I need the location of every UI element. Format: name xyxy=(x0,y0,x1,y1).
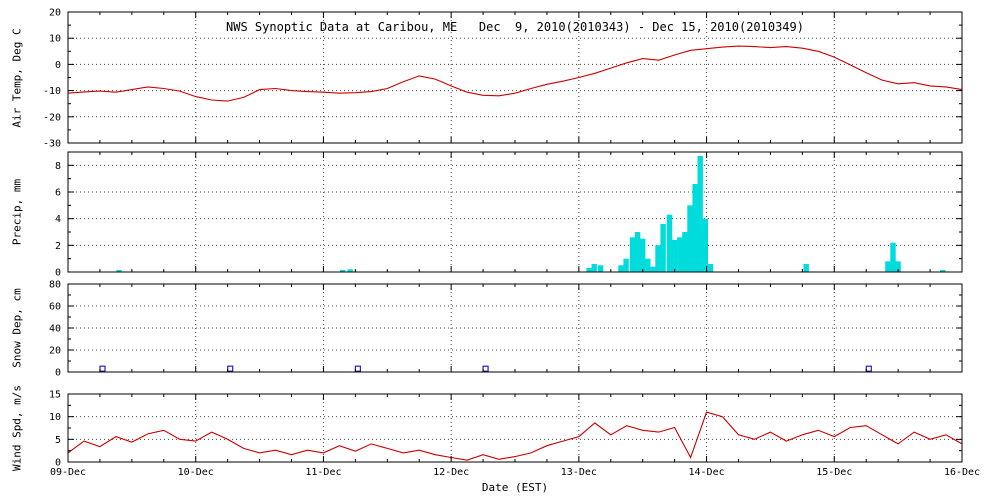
precip-ytick: 0 xyxy=(55,268,61,279)
precip-bar xyxy=(347,269,353,272)
air-temp-ytick: 10 xyxy=(49,34,61,45)
air-temp-ytick: -10 xyxy=(43,86,61,97)
air-temp-ytick: -30 xyxy=(43,139,61,150)
precip-bar xyxy=(682,232,688,272)
air-temp-ytick: 20 xyxy=(49,8,61,19)
snow-depth-marker xyxy=(865,365,872,372)
x-tick-label: 15-Dec xyxy=(816,467,852,478)
precip-bar xyxy=(890,242,896,272)
precip-bar xyxy=(339,270,346,272)
x-tick-label: 10-Dec xyxy=(178,467,214,478)
ylabel-snow-depth: Snow Dep, cm xyxy=(10,288,24,368)
x-tick-label: 09-Dec xyxy=(50,467,86,478)
x-axis-label: Date (EST) xyxy=(481,481,549,494)
precip-bar xyxy=(623,258,629,272)
x-tick-label: 13-Dec xyxy=(561,467,597,478)
precip-bar xyxy=(697,156,703,272)
precip-ytick: 2 xyxy=(55,241,61,252)
precip-bar xyxy=(692,184,698,272)
panel-precip: 0 2 4 6 8 xyxy=(55,151,963,279)
precip-bar xyxy=(629,237,636,272)
precip-bar xyxy=(650,266,656,272)
snow-depth-ytick: 40 xyxy=(49,324,61,335)
wind-speed-line xyxy=(67,411,963,461)
precip-ytick: 4 xyxy=(55,214,61,225)
precip-bar xyxy=(671,240,678,272)
precip-bar xyxy=(677,237,683,272)
precip-bar xyxy=(702,218,708,272)
precip-bar xyxy=(895,261,901,272)
precip-ytick: 8 xyxy=(55,161,61,172)
wind-speed-ytick: 5 xyxy=(55,435,61,446)
snow-depth-ytick: 60 xyxy=(49,302,61,313)
precip-bar xyxy=(803,264,809,272)
ylabel-precip: Precip, mm xyxy=(10,178,24,246)
precip-bar xyxy=(687,205,693,272)
x-tick-label: 16-Dec xyxy=(944,467,980,478)
precip-bar xyxy=(116,270,122,272)
snow-depth-marker xyxy=(482,365,489,372)
precip-ytick: 6 xyxy=(55,188,61,199)
snow-depth-marker xyxy=(99,365,106,372)
snow-depth-marker xyxy=(227,365,234,372)
chart-title: NWS Synoptic Data at Caribou, ME Dec 9, … xyxy=(226,20,804,34)
precip-bar xyxy=(940,270,946,272)
ylabel-wind-speed: Wind Spd, m/s xyxy=(10,384,24,472)
ylabel-air-temp: Air Temp, Deg C xyxy=(10,28,24,128)
snow-depth-ytick: 0 xyxy=(55,368,61,379)
precip-bar xyxy=(885,261,891,272)
wind-speed-ytick: 10 xyxy=(49,412,61,423)
precip-bar xyxy=(634,232,641,272)
precip-bar xyxy=(618,265,624,272)
precip-bar xyxy=(655,245,661,272)
x-tick-label: 11-Dec xyxy=(305,467,341,478)
snow-depth-marker xyxy=(354,365,361,372)
precip-bar xyxy=(660,224,666,272)
wind-speed-ytick: 15 xyxy=(49,390,61,401)
snow-depth-ytick: 20 xyxy=(49,346,61,357)
precip-bar xyxy=(586,268,592,272)
air-temp-ytick: 0 xyxy=(55,60,61,71)
x-tick-label: 14-Dec xyxy=(689,467,725,478)
panel-air-temp: -30 -20 -10 0 10 20 xyxy=(43,8,963,150)
snow-depth-ytick: 80 xyxy=(49,280,61,291)
precip-bar xyxy=(591,264,597,272)
wind-speed-ytick: 0 xyxy=(55,458,61,469)
precip-bar xyxy=(597,265,604,272)
precip-bar xyxy=(707,264,714,272)
precip-bar xyxy=(640,238,646,272)
precip-bar xyxy=(666,214,673,272)
panel-wind-speed: 0 5 10 15 xyxy=(49,390,963,469)
x-tick-label: 12-Dec xyxy=(433,467,469,478)
air-temp-ytick: -20 xyxy=(43,112,61,123)
precip-bar xyxy=(645,258,651,272)
panel-snow-depth: 0 20 40 60 80 xyxy=(49,280,963,379)
air-temp-line xyxy=(67,45,963,102)
